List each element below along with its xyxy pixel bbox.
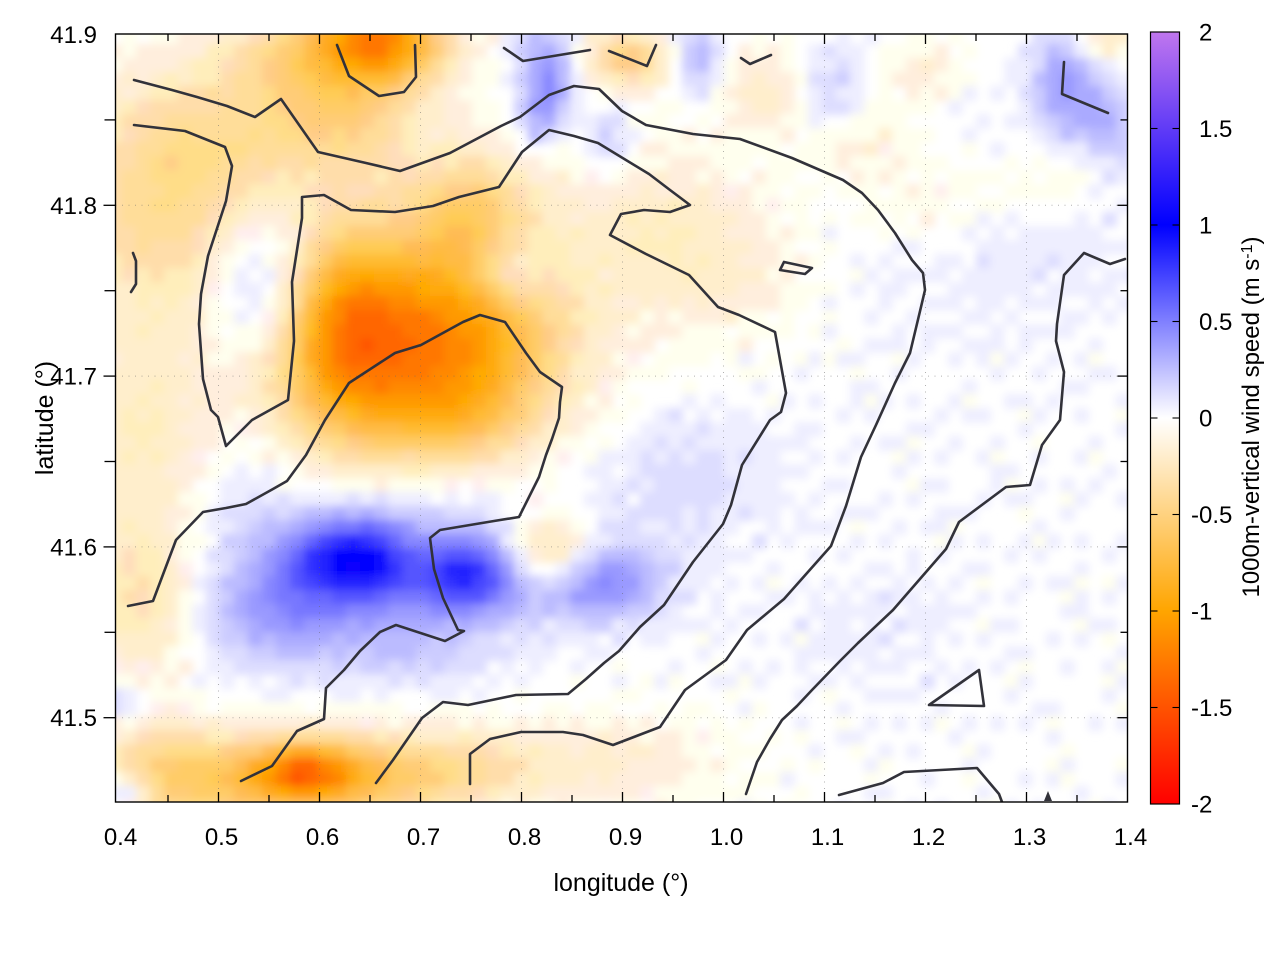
svg-text:1000m-vertical wind speed (m s: 1000m-vertical wind speed (m s-1) (1238, 236, 1265, 597)
svg-text:0.8: 0.8 (508, 824, 541, 851)
svg-text:41.6: 41.6 (50, 534, 97, 561)
svg-text:longitude (°): longitude (°) (553, 869, 688, 897)
svg-text:0.4: 0.4 (104, 824, 137, 851)
svg-text:1.5: 1.5 (1199, 116, 1232, 143)
svg-text:0.9: 0.9 (609, 824, 642, 851)
svg-text:0: 0 (1199, 406, 1212, 433)
svg-text:-1: -1 (1191, 599, 1212, 626)
svg-text:41.5: 41.5 (50, 705, 97, 732)
svg-text:-2: -2 (1191, 792, 1212, 819)
svg-text:1.3: 1.3 (1013, 824, 1046, 851)
svg-text:1.1: 1.1 (811, 824, 844, 851)
svg-text:1: 1 (1199, 213, 1212, 240)
svg-text:41.7: 41.7 (50, 364, 97, 391)
svg-text:0.7: 0.7 (407, 824, 440, 851)
svg-text:41.9: 41.9 (50, 22, 97, 49)
svg-text:1.2: 1.2 (912, 824, 945, 851)
svg-text:latitude (°): latitude (°) (31, 361, 59, 475)
svg-text:-0.5: -0.5 (1191, 502, 1232, 529)
svg-text:0.5: 0.5 (205, 824, 238, 851)
svg-text:41.8: 41.8 (50, 193, 97, 220)
svg-text:-1.5: -1.5 (1191, 695, 1232, 722)
svg-text:2: 2 (1199, 20, 1212, 47)
svg-text:0.6: 0.6 (306, 824, 339, 851)
svg-text:1.4: 1.4 (1114, 824, 1147, 851)
svg-text:1.0: 1.0 (710, 824, 743, 851)
svg-text:0.5: 0.5 (1199, 309, 1232, 336)
